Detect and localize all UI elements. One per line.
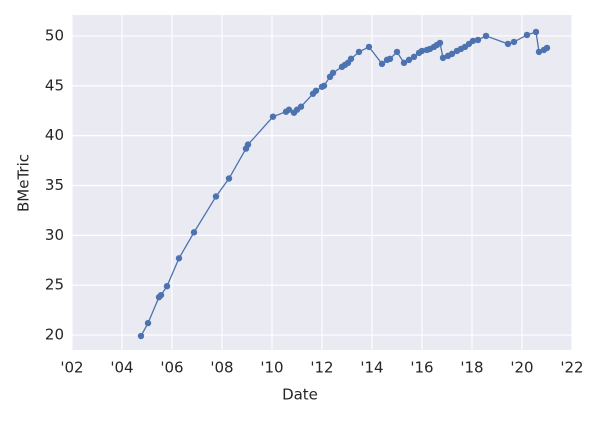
data-point: [269, 113, 277, 120]
y-axis-label: BMeTric: [15, 154, 33, 212]
data-point: [436, 39, 444, 47]
data-point: [285, 106, 293, 113]
y-tick-label: 30: [45, 226, 64, 244]
data-point: [244, 141, 252, 148]
data-point: [393, 48, 401, 56]
data-point: [137, 332, 145, 340]
data-point: [405, 56, 413, 64]
x-tick-label: '14: [360, 359, 383, 377]
data-point: [297, 103, 305, 110]
data-point: [320, 82, 328, 89]
data-point: [532, 28, 540, 36]
data-point: [535, 48, 543, 56]
data-point: [482, 32, 490, 40]
data-point: [365, 43, 373, 51]
x-tick-label: '10: [260, 359, 283, 377]
data-point: [157, 291, 165, 299]
data-point: [448, 50, 456, 58]
y-tick-label: 50: [45, 26, 64, 44]
data-point: [378, 60, 386, 68]
y-tick-label: 20: [45, 326, 64, 344]
data-point: [469, 37, 477, 45]
x-tick-label: '20: [510, 359, 533, 377]
y-tick-label: 45: [45, 76, 64, 94]
data-point: [510, 38, 518, 46]
x-tick-label: '12: [310, 359, 333, 377]
data-point: [504, 40, 512, 48]
data-point: [329, 69, 337, 77]
data-point: [144, 319, 152, 327]
data-point: [439, 54, 447, 62]
y-tick-label: 35: [45, 176, 64, 194]
x-tick-label: '06: [160, 359, 183, 377]
x-axis-label: Date: [282, 386, 318, 404]
data-point: [410, 53, 418, 61]
x-tick-label: '02: [60, 359, 83, 377]
data-point: [386, 55, 394, 63]
x-tick-label: '04: [110, 359, 133, 377]
y-tick-label: 40: [45, 126, 64, 144]
data-point: [175, 255, 183, 262]
data-point: [190, 229, 198, 236]
data-point: [312, 87, 320, 94]
data-point: [523, 31, 531, 39]
data-point: [543, 44, 551, 52]
data-point: [347, 55, 355, 63]
x-tick-label: '08: [210, 359, 233, 377]
data-point: [418, 47, 426, 55]
data-point: [355, 48, 363, 56]
x-tick-label: '22: [560, 359, 583, 377]
x-tick-label: '18: [460, 359, 483, 377]
data-point: [212, 193, 220, 200]
data-point: [474, 36, 482, 44]
data-point: [163, 282, 171, 290]
y-tick-label: 25: [45, 276, 64, 294]
x-tick-label: '16: [410, 359, 433, 377]
data-point: [400, 59, 408, 67]
data-point: [225, 175, 233, 182]
